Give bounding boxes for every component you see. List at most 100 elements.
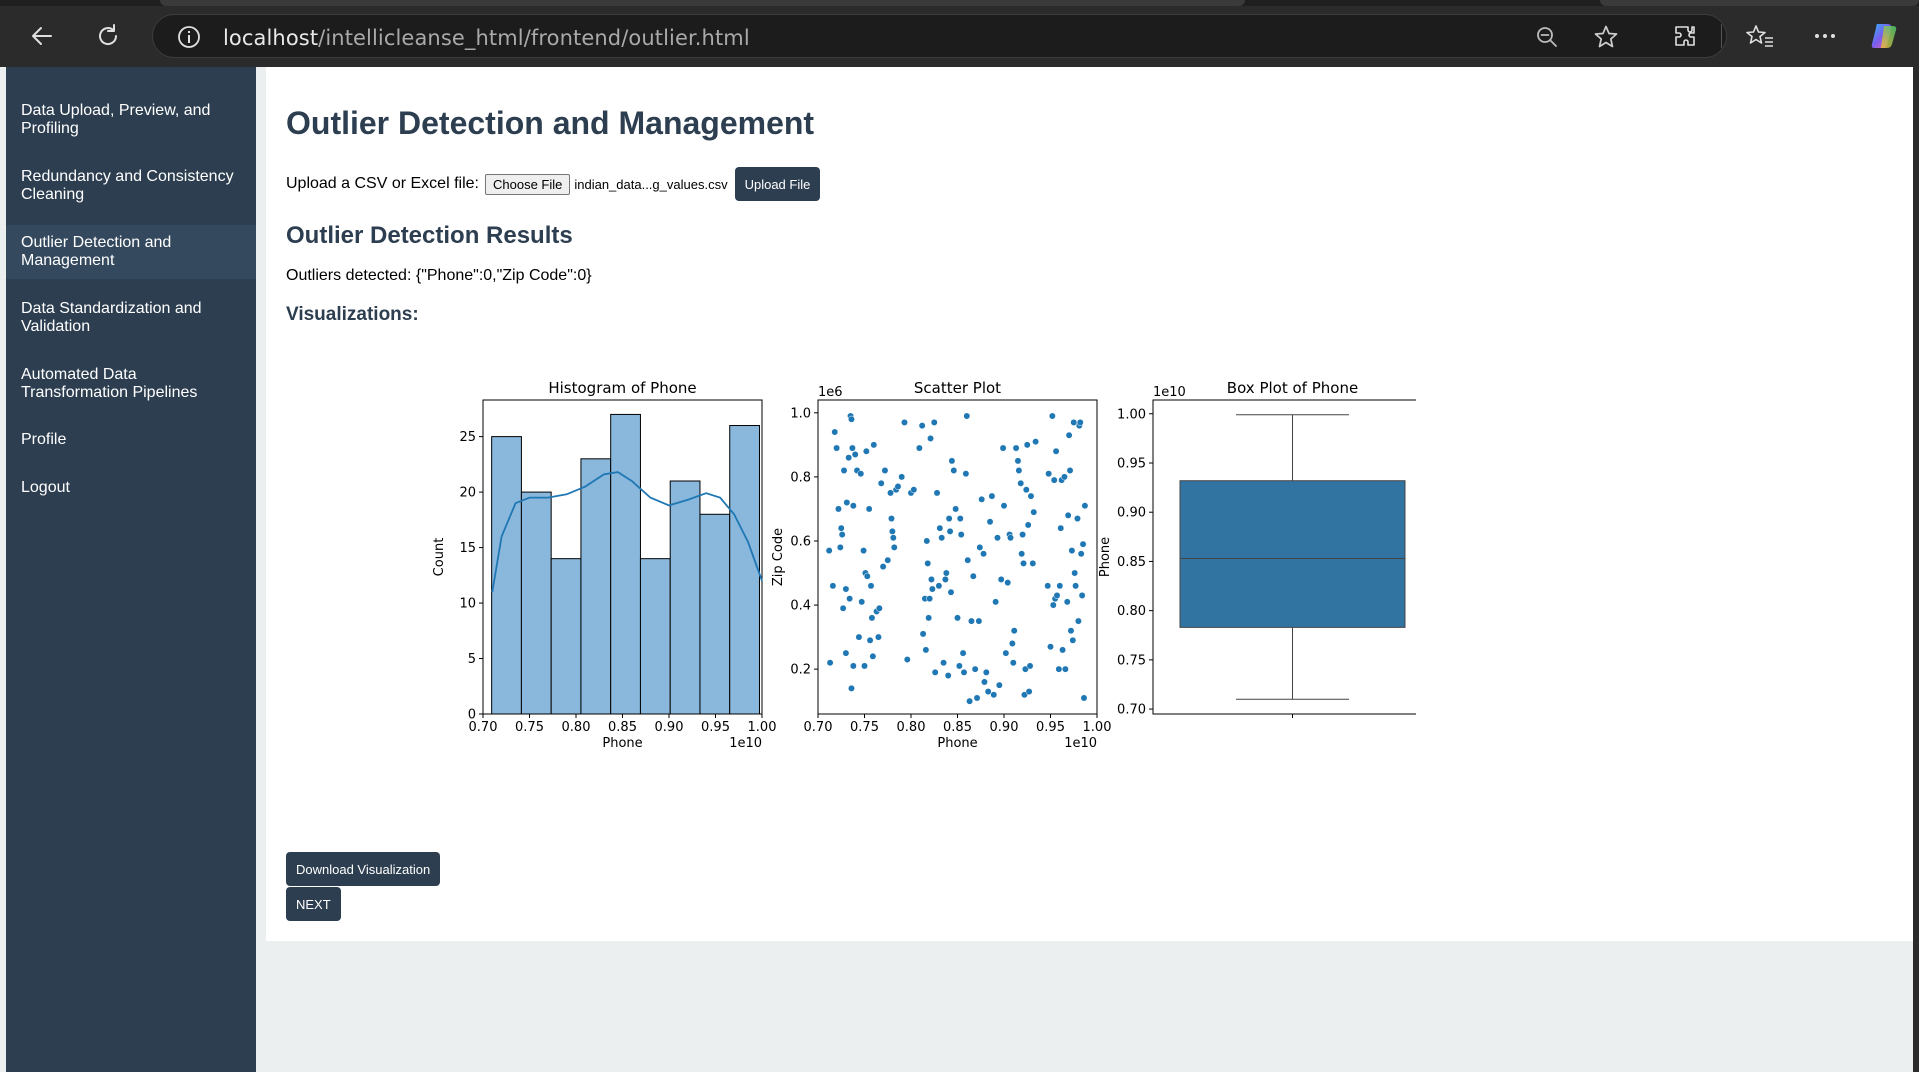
scatter-point [851, 451, 859, 458]
histogram-xtick-label: 0.70 [469, 720, 498, 735]
histogram-bar [699, 513, 731, 715]
scatter-point [1050, 476, 1058, 484]
selected-file-name: indian_data...g_values.csv [574, 176, 728, 192]
histogram-xlabel: Phone [602, 736, 642, 751]
scatter-point [1069, 636, 1077, 644]
copilot-icon[interactable] [1868, 20, 1900, 52]
upload-file-button[interactable]: Upload File [734, 167, 821, 201]
sidebar-item-outlier-detection[interactable]: Outlier Detection and Management [6, 225, 256, 279]
boxplot-ytick-label: 0.95 [1117, 456, 1146, 471]
scatter-point [868, 614, 876, 622]
scatter-point [1008, 640, 1016, 647]
inactive-tab-edge[interactable] [1600, 0, 1919, 6]
more-options-icon[interactable] [1812, 26, 1838, 46]
toolbar-separator [1721, 24, 1722, 48]
scatter-point [982, 668, 990, 676]
sidebar-item-data-upload[interactable]: Data Upload, Preview, and Profiling [6, 93, 256, 147]
scatter-point [826, 659, 834, 667]
scatter-point [945, 515, 953, 523]
sidebar-item-standardization[interactable]: Data Standardization and Validation [6, 291, 256, 345]
sidebar-item-redundancy[interactable]: Redundancy and Consistency Cleaning [6, 159, 256, 213]
url-path: /intellicleanse_html/frontend/outlier.ht… [318, 26, 750, 50]
scatter-point [1022, 486, 1030, 494]
scatter-point [1065, 431, 1073, 439]
url-text[interactable]: localhost/intellicleanse_html/frontend/o… [223, 26, 750, 50]
scatter-point [1074, 617, 1082, 625]
scatter-point [842, 649, 850, 657]
scatter-point [837, 524, 845, 532]
scatter-point [849, 502, 857, 510]
extensions-icon[interactable] [1673, 24, 1697, 48]
active-tab-edge[interactable] [160, 0, 1245, 6]
histogram-xtick-label: 0.90 [655, 720, 684, 735]
scatter-point [959, 649, 967, 657]
favorites-icon[interactable] [1746, 23, 1774, 49]
zoom-out-icon[interactable] [1535, 25, 1559, 49]
scatter-point [1055, 665, 1063, 673]
sidebar-item-logout[interactable]: Logout [6, 471, 256, 505]
scatter-point [936, 524, 944, 532]
scatter-point [1025, 688, 1033, 696]
scatter-point [988, 492, 996, 500]
histogram-bar [729, 425, 760, 715]
scatter-point [1068, 547, 1076, 555]
back-button[interactable] [24, 18, 60, 54]
url-host: localhost [223, 26, 319, 50]
reload-button[interactable] [90, 18, 126, 54]
scatter-point [927, 434, 934, 442]
scatter-ytick-label: 1.0 [790, 406, 811, 421]
sidebar: Data Upload, Preview, and Profiling Redu… [6, 67, 256, 1072]
choose-file-button[interactable]: Choose File [484, 173, 571, 195]
address-bar[interactable]: localhost/intellicleanse_html/frontend/o… [152, 14, 1727, 58]
histogram-bar [550, 558, 582, 715]
scatter-point [866, 636, 874, 644]
histogram-ytick-label: 10 [459, 597, 476, 612]
back-arrow-icon [32, 27, 52, 45]
scatter-xtick-label: 0.80 [897, 720, 926, 735]
scatter-x-offset: 1e10 [1064, 736, 1097, 751]
scatter-point [1059, 646, 1067, 654]
scatter-point [843, 499, 851, 506]
scatter-point [1047, 643, 1054, 651]
scatter-point [954, 614, 961, 622]
scatter-point [1044, 582, 1052, 590]
scatter-point [875, 633, 882, 641]
sidebar-item-label: Outlier Detection and Management [21, 234, 172, 269]
scatter-point [956, 515, 964, 523]
scatter-point [831, 428, 839, 436]
scatter-point [1078, 591, 1086, 599]
scatter-point [940, 659, 947, 667]
scatter-xtick-label: 0.90 [990, 720, 1019, 735]
scatter-point [881, 467, 889, 474]
scatter-point [964, 556, 972, 564]
favorite-star-icon[interactable] [1593, 24, 1619, 50]
histogram-bar [669, 480, 701, 715]
next-button[interactable]: NEXT [286, 887, 341, 921]
scatter-point [957, 531, 965, 539]
scatter-point [1053, 591, 1061, 599]
download-visualization-button[interactable]: Download Visualization [286, 852, 441, 886]
scatter-point [842, 585, 850, 593]
scatter-point [928, 575, 935, 583]
scatter-point [1010, 627, 1018, 635]
scatter-point [931, 668, 939, 676]
scatter-point [855, 633, 863, 641]
boxplot-ytick-label: 0.70 [1117, 703, 1146, 718]
site-info-icon[interactable] [177, 25, 201, 49]
sidebar-item-pipelines[interactable]: Automated Data Transformation Pipelines [6, 357, 256, 411]
scatter-point [1007, 534, 1014, 542]
scatter-point [1081, 502, 1089, 510]
scatter-point [925, 614, 933, 622]
scatter-point [894, 483, 902, 490]
scatter-point [924, 559, 932, 567]
sidebar-item-profile[interactable]: Profile [6, 423, 256, 457]
scatter-point [879, 563, 887, 571]
scatter-point [1004, 579, 1012, 587]
scatter-point [986, 518, 994, 526]
scatter-point [867, 582, 875, 590]
scatter-point [919, 630, 927, 638]
page-viewport: Data Upload, Preview, and Profiling Redu… [0, 67, 1913, 1072]
boxplot-box [1179, 480, 1406, 628]
scatter-point [857, 470, 865, 478]
